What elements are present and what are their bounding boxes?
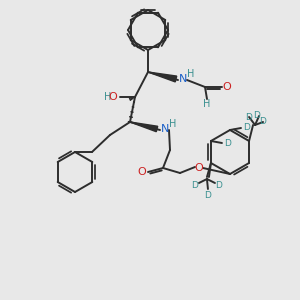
Text: D: D [244, 124, 250, 133]
Text: N: N [179, 74, 187, 84]
Text: H: H [187, 69, 195, 79]
Text: O: O [195, 163, 203, 173]
Text: O: O [223, 82, 231, 92]
Text: H: H [169, 119, 177, 129]
Text: N: N [161, 124, 169, 134]
Text: D: D [246, 112, 253, 122]
Text: D: D [260, 118, 266, 127]
Text: O: O [109, 92, 117, 102]
Text: D: D [191, 182, 198, 190]
Polygon shape [148, 72, 177, 82]
Text: D: D [205, 190, 212, 200]
Text: D: D [254, 110, 260, 119]
Polygon shape [130, 122, 158, 132]
Text: D: D [215, 182, 222, 190]
Text: O: O [138, 167, 146, 177]
Text: H: H [104, 92, 112, 102]
Text: H: H [203, 99, 211, 109]
Text: D: D [224, 139, 231, 148]
